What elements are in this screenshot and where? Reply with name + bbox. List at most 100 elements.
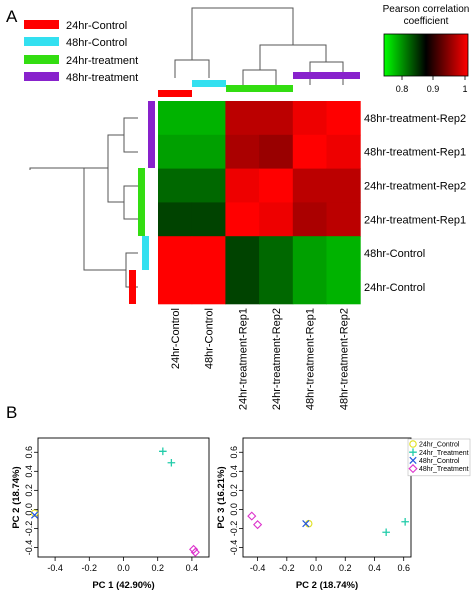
column-group-bar-24hr-treatment xyxy=(226,85,293,92)
pca1-point-24hr-treatment-1 xyxy=(159,447,167,456)
heatmap-cell-24hr-control-48hr-treatment-rep1 xyxy=(292,270,327,305)
pca2-y-tick-label: 0.0 xyxy=(229,503,239,516)
pca-legend-label-48hr-treatment: 48hr_Treatment xyxy=(419,466,469,473)
legend-label-24hr-control: 24hr-Control xyxy=(66,20,127,32)
legend-swatch-24hr-control xyxy=(24,20,59,29)
heatmap-cell-24hr-treatment-rep2-48hr-treatment-rep2 xyxy=(326,168,361,203)
heatmap-cell-24hr-treatment-rep2-24hr-treatment-rep1 xyxy=(225,168,260,203)
heatmap-cell-48hr-control-48hr-control xyxy=(191,236,226,271)
pca-legend-marker-48hr-treatment xyxy=(408,464,418,474)
heatmap-cell-24hr-treatment-rep1-24hr-treatment-rep2 xyxy=(259,202,294,237)
pca1-x-tick-label: 0.2 xyxy=(151,563,164,573)
row-group-bar-24hr-control xyxy=(129,270,136,304)
heatmap-column-label-48hr-treatment-rep1: 48hr-treatment-Rep1 xyxy=(305,308,317,410)
pca2-y-tick-label: 0.4 xyxy=(229,465,239,478)
color-key-tick-1: 0.9 xyxy=(427,84,440,94)
pca-legend-label-48hr-control: 48hr_Control xyxy=(419,458,460,465)
heatmap-cell-24hr-control-24hr-control xyxy=(158,270,193,305)
heatmap-cell-24hr-treatment-rep2-24hr-control xyxy=(158,168,193,203)
color-key-gradient xyxy=(383,33,469,77)
heatmap-cell-48hr-control-24hr-treatment-rep2 xyxy=(259,236,294,271)
heatmap-cell-48hr-treatment-rep2-48hr-control xyxy=(191,101,226,136)
pca2-point-24hr-treatment-1 xyxy=(382,528,390,537)
pca1-y-tick-label: 0.0 xyxy=(24,503,34,516)
pca-legend-marker-24hr-treatment xyxy=(409,448,417,456)
pca1-y-tick-label: -0.4 xyxy=(24,540,34,556)
pca1-y-tick-label: 0.6 xyxy=(24,446,34,459)
legend-swatch-24hr-treatment xyxy=(24,55,59,64)
heatmap-cell-24hr-control-48hr-control xyxy=(191,270,226,305)
pca2-x-tick-label: 0.2 xyxy=(339,563,352,573)
heatmap-cell-24hr-treatment-rep1-48hr-control xyxy=(191,202,226,237)
heatmap-cell-48hr-treatment-rep1-24hr-treatment-rep2 xyxy=(259,134,294,170)
pca2-x-tick-label: -0.4 xyxy=(250,563,266,573)
group-legend: 24hr-Control 48hr-Control 24hr-treatment… xyxy=(24,20,138,84)
heatmap-cell-48hr-treatment-rep2-48hr-treatment-rep1 xyxy=(292,101,327,136)
heatmap-cell-24hr-treatment-rep1-24hr-treatment-rep1 xyxy=(225,202,260,237)
pca2-x-tick-label: -0.2 xyxy=(279,563,295,573)
pca-legend-marker-48hr-control xyxy=(409,456,417,465)
pca-legend-label-24hr-control: 24hr_Control xyxy=(419,442,460,449)
pca1-x-axis-label: PC 1 (42.90%) xyxy=(92,580,154,591)
heatmap-row-labels: 48hr-treatment-Rep2 48hr-treatment-Rep1 24… xyxy=(364,113,466,294)
color-key-title-line2: coefficient xyxy=(404,16,449,27)
column-group-bar-48hr-control xyxy=(192,80,226,87)
pca1-point-24hr-control-1 xyxy=(30,509,39,517)
heatmap-column-label-48hr-control: 48hr-Control xyxy=(204,308,216,369)
heatmap-cell-48hr-control-48hr-treatment-rep1 xyxy=(292,236,327,271)
pca1-x-tick-label: -0.4 xyxy=(47,563,63,573)
heatmap-cell-48hr-control-24hr-treatment-rep1 xyxy=(225,236,260,271)
heatmap-column-label-24hr-control: 24hr-Control xyxy=(170,308,182,369)
heatmap-cell-48hr-treatment-rep2-24hr-treatment-rep1 xyxy=(225,101,260,136)
heatmap-cell-24hr-treatment-rep2-24hr-treatment-rep2 xyxy=(259,168,294,203)
pca-legend: 24hr_Control24hr_Treatment48hr_Control48… xyxy=(407,438,471,477)
legend-label-48hr-treatment: 48hr-treatment xyxy=(66,72,138,84)
heatmap-cell-24hr-treatment-rep2-48hr-treatment-rep1 xyxy=(292,168,327,203)
pca2-y-tick-label: -0.4 xyxy=(229,540,239,556)
pca-legend-box xyxy=(407,438,471,477)
heatmap-row-label-24hr-control: 24hr-Control xyxy=(364,282,425,294)
color-key-title-line1: Pearson correlation xyxy=(383,4,470,15)
pca2-x-axis-label: PC 2 (18.74%) xyxy=(296,580,358,591)
heatmap-cell-48hr-treatment-rep2-24hr-control xyxy=(158,101,193,136)
pca1-x-tick-label: -0.2 xyxy=(82,563,98,573)
pca2-point-48hr-treatment-2 xyxy=(253,520,263,530)
heatmap-cell-48hr-treatment-rep1-48hr-treatment-rep2 xyxy=(326,134,361,170)
heatmap-cell-24hr-treatment-rep1-48hr-treatment-rep2 xyxy=(326,202,361,237)
pca-plot-pc1-pc2: -0.4 -0.2 0.0 0.2 0.4-0.4-0.20.00.20.40.6PC … xyxy=(11,437,210,591)
heatmap-column-label-24hr-treatment-rep2: 24hr-treatment-Rep2 xyxy=(271,308,283,410)
heatmap-row-label-48hr-treatment-rep2: 48hr-treatment-Rep2 xyxy=(364,113,466,125)
pca1-x-tick-label: 0.4 xyxy=(186,563,199,573)
color-key-tick-0: 0.8 xyxy=(396,84,409,94)
heatmap-cell-24hr-control-24hr-treatment-rep2 xyxy=(259,270,294,305)
panel-label-b: B xyxy=(6,403,17,422)
row-dendrogram xyxy=(29,117,138,288)
pca2-x-tick-label: 0.6 xyxy=(397,563,410,573)
pca2-point-48hr-control-1 xyxy=(302,520,310,528)
pca2-point-48hr-treatment-1 xyxy=(247,511,257,521)
pca2-point-24hr-treatment-2 xyxy=(401,517,409,526)
pca-legend-marker-24hr-control xyxy=(409,440,417,448)
pca1-y-axis-label: PC 2 (18.74%) xyxy=(11,466,22,528)
row-group-bar-48hr-control xyxy=(142,236,149,270)
legend-label-48hr-control: 48hr-Control xyxy=(66,37,127,49)
legend-label-24hr-treatment: 24hr-treatment xyxy=(66,55,138,67)
heatmap-row-label-48hr-control: 48hr-Control xyxy=(364,248,425,260)
pca-legend-label-24hr-treatment: 24hr_Treatment xyxy=(419,450,469,457)
pca1-y-tick-label: 0.2 xyxy=(24,484,34,497)
heatmap-column-label-48hr-treatment-rep2: 48hr-treatment-Rep2 xyxy=(338,308,350,410)
pca1-point-24hr-treatment-2 xyxy=(167,458,176,467)
heatmap-cell-24hr-treatment-rep1-24hr-control xyxy=(158,202,193,237)
pca1-y-tick-label: 0.4 xyxy=(24,465,34,478)
heatmap-row-label-24hr-treatment-rep1: 24hr-treatment-Rep1 xyxy=(364,214,466,226)
column-group-bar-24hr-control xyxy=(158,90,192,97)
pca2-y-axis-label: PC 3 (16.21%) xyxy=(216,466,227,528)
color-key-tick-2: 1 xyxy=(462,84,467,94)
heatmap-column-labels: 24hr-Control 48hr-Control 24hr-treatment-R… xyxy=(170,308,351,410)
heatmap-cell-24hr-control-48hr-treatment-rep2 xyxy=(326,270,361,305)
heatmap-row-label-24hr-treatment-rep2: 24hr-treatment-Rep2 xyxy=(364,181,466,193)
heatmap-cell-24hr-treatment-rep2-48hr-control xyxy=(191,168,226,203)
heatmap-cell-48hr-control-48hr-treatment-rep2 xyxy=(326,236,361,271)
heatmap-column-label-24hr-treatment-rep1: 24hr-treatment-Rep1 xyxy=(237,308,249,410)
